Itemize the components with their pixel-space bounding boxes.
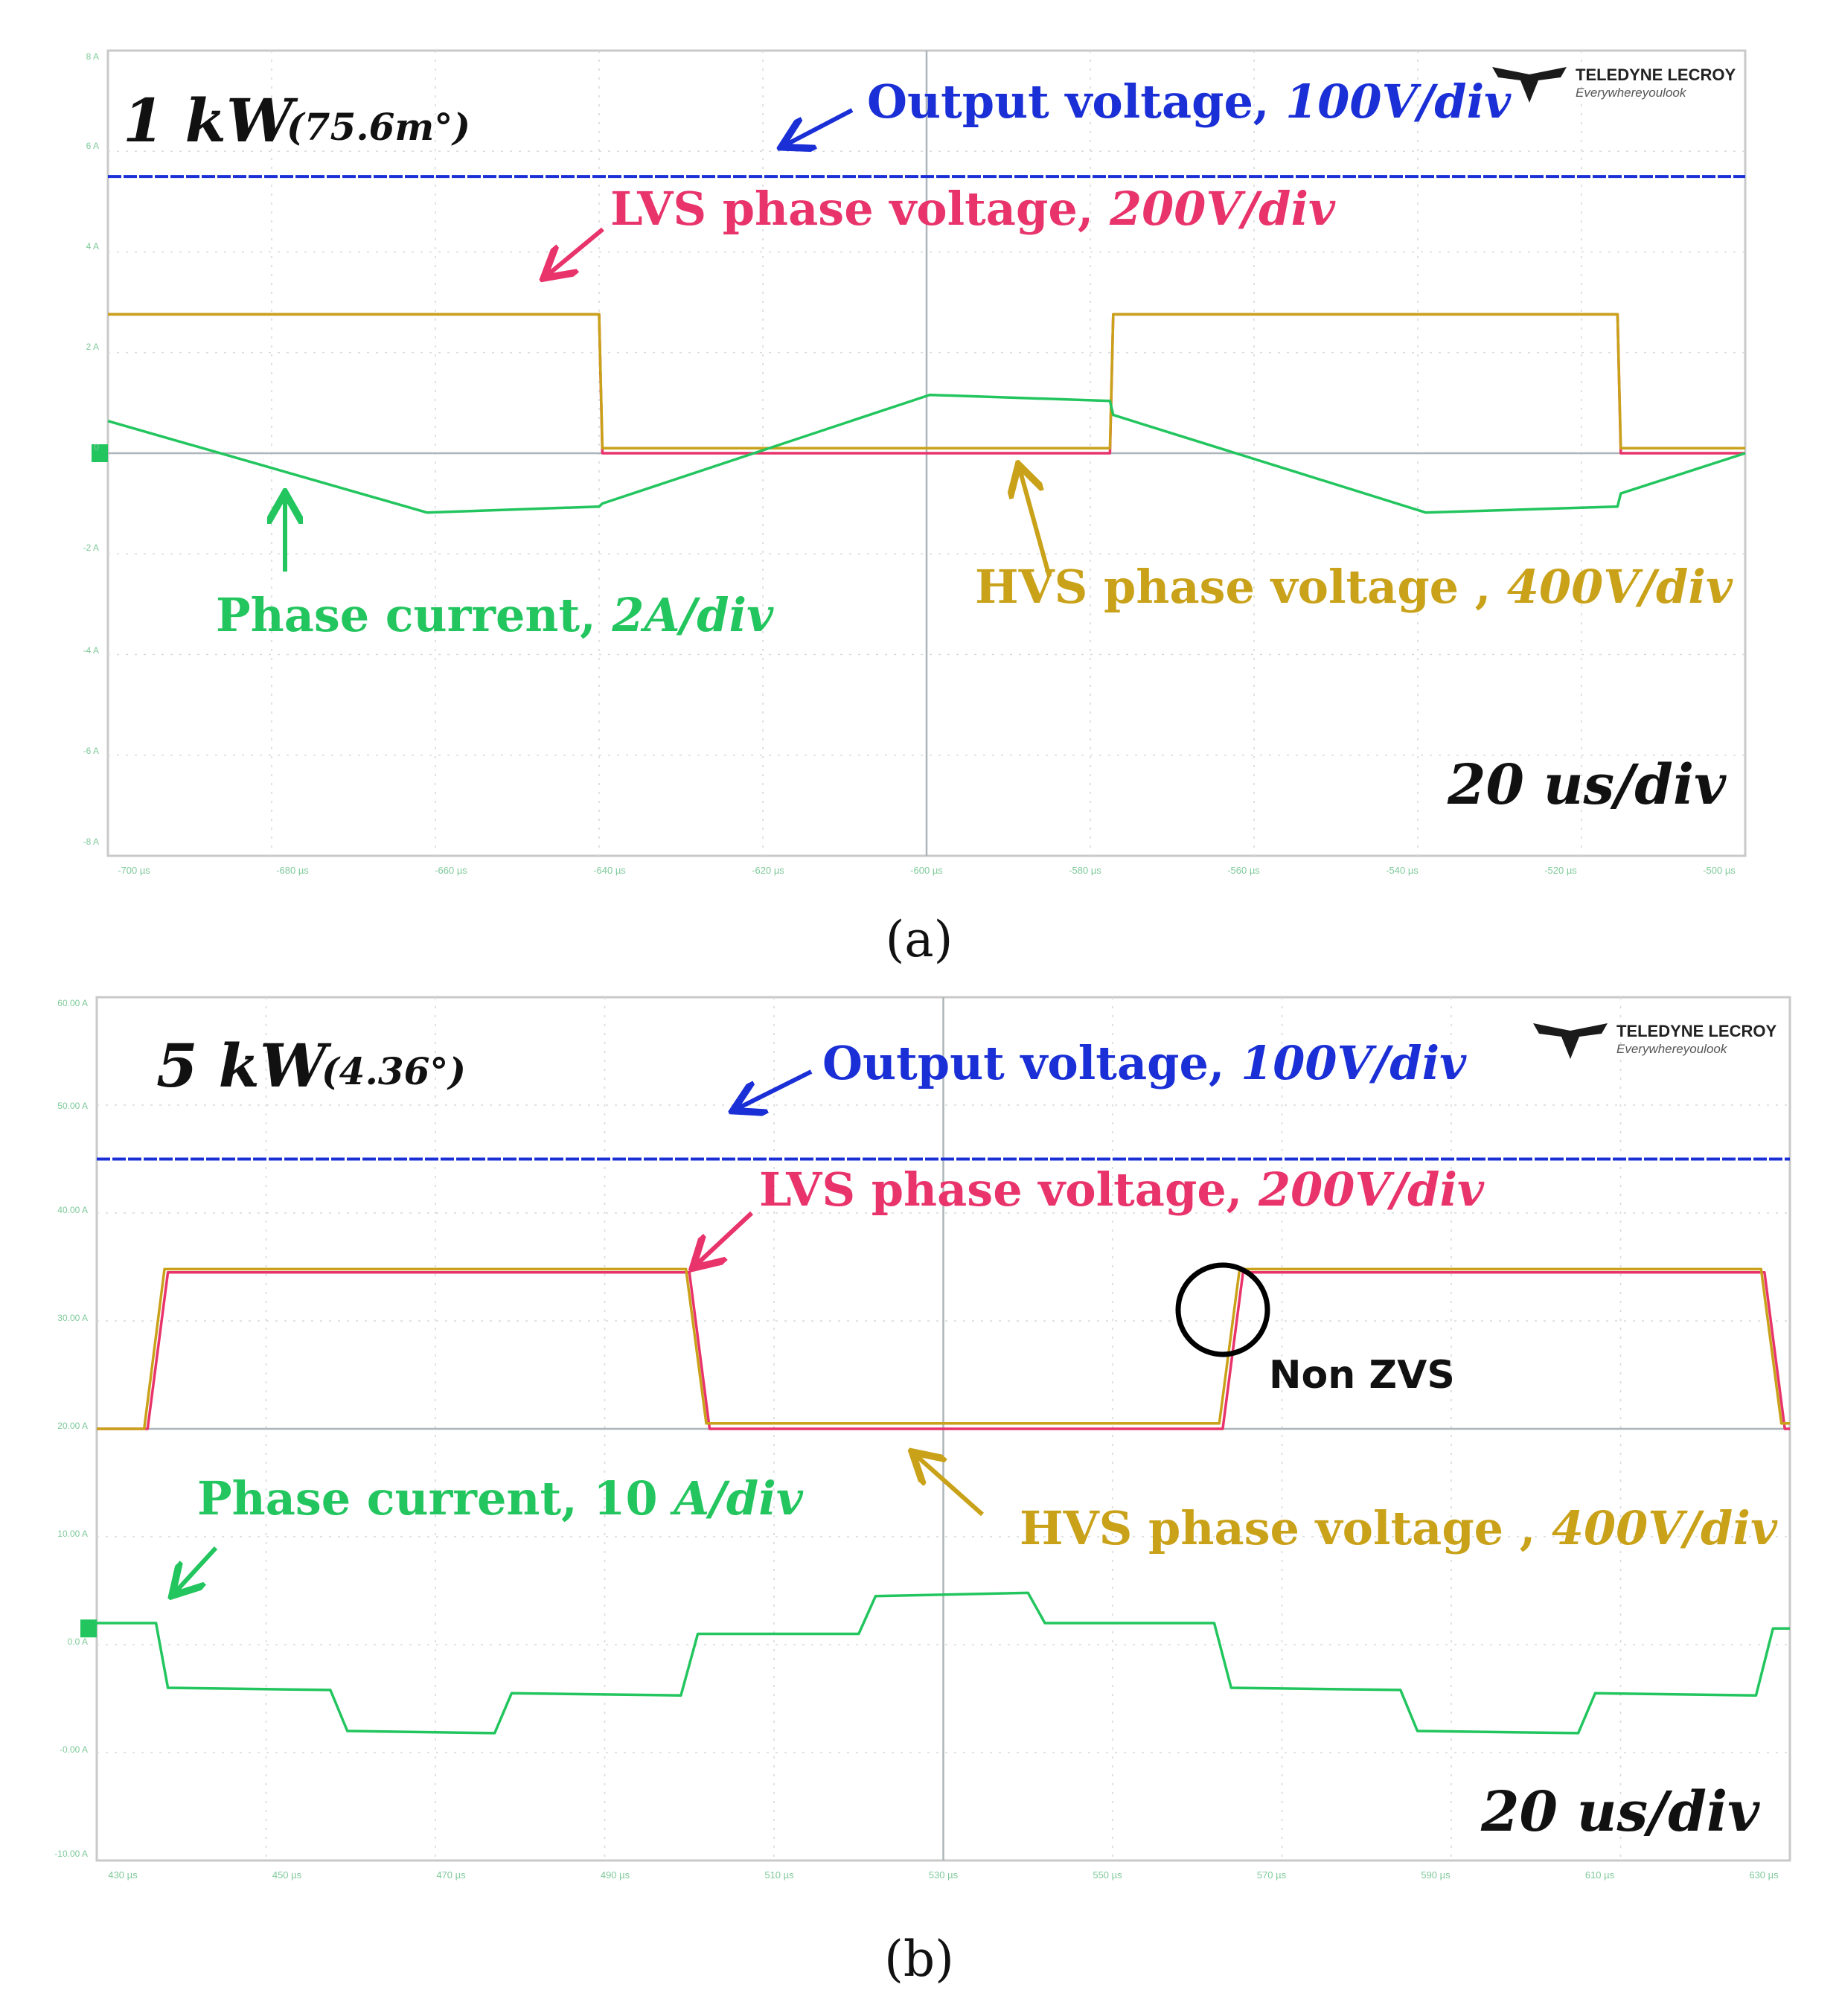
label-lvs: LVS phase voltage, 200V/div: [759, 1162, 1485, 1217]
x-tick-label: 470 µs: [436, 1869, 466, 1881]
arrow-hvs: [915, 1455, 984, 1517]
x-tick-label: -580 µs: [1069, 865, 1101, 876]
x-tick-label: 610 µs: [1585, 1869, 1615, 1881]
panel-caption: (a): [886, 911, 953, 968]
label-output: Output voltage, 100V/div: [867, 74, 1512, 129]
teledyne-lecroy-logo: TELEDYNE LECROY Everywhereyoulook: [1533, 1022, 1776, 1059]
x-tick-label: -560 µs: [1227, 865, 1260, 876]
y-tick-label: 6 A: [86, 141, 99, 151]
arrow-output: [737, 1069, 813, 1109]
trace-lvs-phase-voltage: [97, 1271, 1790, 1430]
ground-marker: [92, 444, 108, 462]
y-tick-label: 2 A: [86, 342, 99, 352]
x-tick-label: 450 µs: [272, 1869, 302, 1881]
trace-phase-current: [97, 1591, 1790, 1735]
label-lvs: LVS phase voltage, 200V/div: [610, 182, 1336, 236]
scope-panel-a: 8 A 6 A 4 A 2 A 0 -2 A -4 A -6 A -8 A -700 µs -680…: [83, 49, 1747, 968]
logo-brand: TELEDYNE LECROY: [1576, 65, 1736, 84]
x-tick-label: 570 µs: [1257, 1869, 1287, 1881]
arrow-hvs: [1020, 469, 1052, 577]
x-tick-label: -500 µs: [1703, 865, 1736, 876]
y-tick-label: -8 A: [83, 836, 99, 847]
y-tick-label: 40.00 A: [57, 1205, 88, 1215]
x-tick-label: -540 µs: [1386, 865, 1419, 876]
y-tick-label: 50.00 A: [57, 1101, 88, 1111]
non-zvs-circle: [1175, 1262, 1270, 1357]
y-tick-label: 0.0 A: [68, 1636, 88, 1647]
timebase-label: 20 us/div: [1447, 753, 1727, 817]
x-tick-label: 430 µs: [108, 1869, 138, 1881]
panel-caption: (b): [884, 1930, 954, 1988]
ground-marker: [80, 1619, 97, 1638]
arrow-lvs: [696, 1211, 754, 1265]
y-tick-label: -6 A: [83, 746, 99, 756]
y-tick-label: -10.00 A: [54, 1849, 88, 1859]
y-tick-label: 30.00 A: [57, 1313, 88, 1323]
phase-angle-label: (75.6m°): [287, 105, 470, 149]
x-tick-label: -640 µs: [593, 865, 626, 876]
label-hvs: HVS phase voltage , 400V/div: [1020, 1501, 1778, 1555]
scope-panel-b: 60.00 A 50.00 A 40.00 A 30.00 A 20.00 A 10.00…: [54, 996, 1791, 1988]
y-tick-label: 10.00 A: [57, 1529, 88, 1539]
x-tick-label: -520 µs: [1544, 865, 1577, 876]
x-tick-label: -620 µs: [752, 865, 784, 876]
teledyne-lecroy-logo: TELEDYNE LECROY Everywhereyoulook: [1492, 65, 1736, 103]
x-tick-label: -660 µs: [435, 865, 467, 876]
arrow-lvs: [547, 227, 604, 275]
logo-tagline: Everywhereyoulook: [1616, 1042, 1728, 1056]
x-tick-label: 510 µs: [764, 1869, 794, 1881]
label-current: Phase current, 10 A/div: [197, 1471, 804, 1526]
x-tick-label: -700 µs: [118, 865, 150, 876]
arrow-output: [785, 108, 854, 145]
y-tick-label: -4 A: [83, 645, 99, 656]
x-tick-label: 490 µs: [601, 1869, 630, 1881]
x-tick-label: -680 µs: [276, 865, 309, 876]
logo-tagline: Everywhereyoulook: [1576, 86, 1687, 100]
trace-hvs-phase-voltage: [108, 313, 1745, 449]
y-tick-label: 60.00 A: [57, 998, 88, 1008]
x-tick-label: 590 µs: [1421, 1869, 1451, 1881]
trace-phase-current: [107, 393, 1746, 514]
x-tick-label: 530 µs: [929, 1869, 959, 1881]
y-tick-label: 20.00 A: [57, 1421, 88, 1431]
trace-hvs-phase-voltage: [97, 1267, 1790, 1430]
x-tick-label: 550 µs: [1093, 1869, 1122, 1881]
label-current: Phase current, 2A/div: [216, 588, 774, 642]
logo-brand: TELEDYNE LECROY: [1616, 1022, 1776, 1040]
label-hvs: HVS phase voltage , 400V/div: [975, 560, 1733, 614]
y-tick-label: 0: [94, 442, 99, 452]
power-label: 1 kW: [123, 86, 298, 156]
x-tick-label: -600 µs: [910, 865, 943, 876]
y-tick-label: -0.00 A: [60, 1744, 88, 1755]
lecroy-emblem-icon: [1533, 1023, 1608, 1059]
y-tick-label: 4 A: [86, 241, 99, 252]
label-output: Output voltage, 100V/div: [822, 1036, 1467, 1090]
arrow-current: [175, 1546, 218, 1593]
y-tick-label: -2 A: [83, 543, 99, 553]
lecroy-emblem-icon: [1492, 67, 1567, 103]
non-zvs-label: Non ZVS: [1269, 1353, 1455, 1398]
power-label: 5 kW: [156, 1031, 332, 1101]
x-tick-label: 630 µs: [1749, 1869, 1779, 1881]
timebase-label: 20 us/div: [1480, 1780, 1760, 1844]
phase-angle-label: (4.36°): [322, 1049, 466, 1093]
y-tick-label: 8 A: [86, 51, 99, 62]
